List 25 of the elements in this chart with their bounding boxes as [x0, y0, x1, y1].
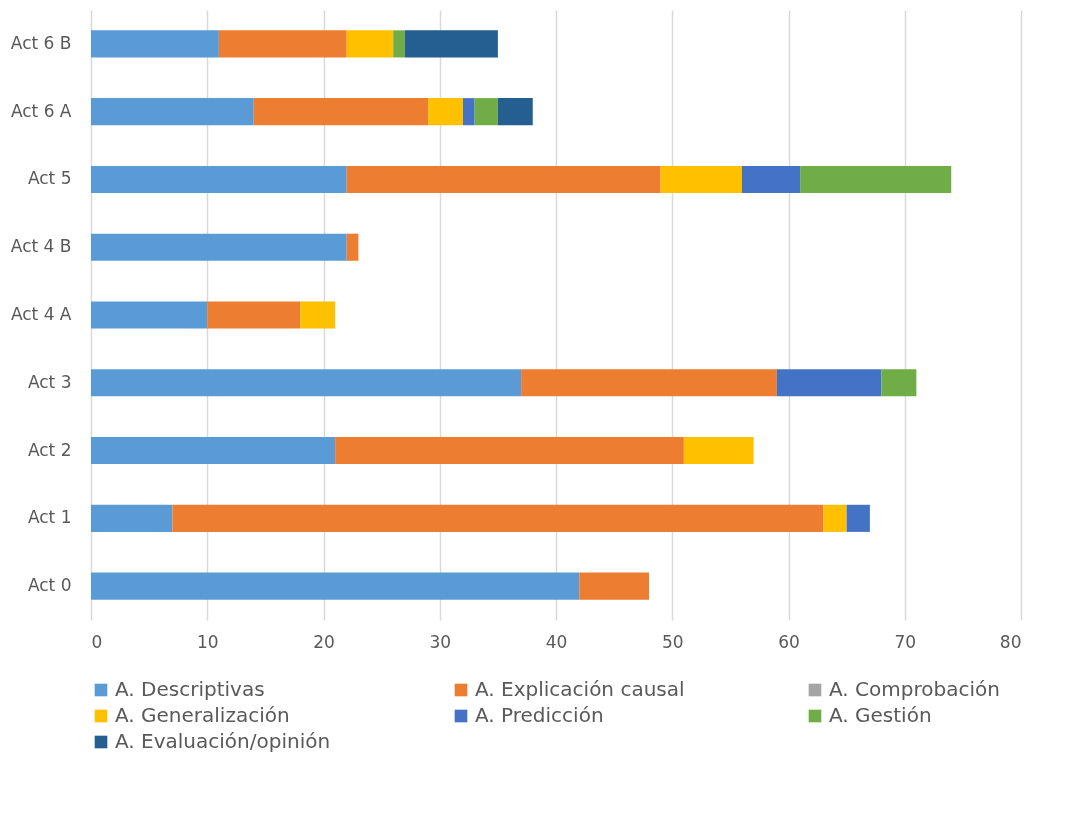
x-tick-label: 40: [545, 631, 568, 652]
y-tick-label: Act 4 A: [10, 304, 72, 324]
x-tick-label: 60: [778, 631, 800, 652]
y-tick-label: Act 6 A: [10, 100, 72, 121]
x-tick-label: 30: [429, 631, 452, 652]
legend-label: A. Generalización: [115, 703, 290, 727]
x-tick-label: 20: [313, 631, 335, 652]
legend-label: A. Comprobación: [829, 677, 1000, 701]
y-tick-label: Act 3: [27, 371, 72, 392]
y-tick-label: Act 1: [27, 507, 72, 528]
y-tick-label: Act 0: [27, 575, 72, 596]
y-tick-label: Act 5: [27, 168, 72, 189]
x-tick-label: 0: [91, 631, 103, 652]
y-tick-label: Act 4 B: [10, 236, 72, 257]
legend-label: A. Evaluación/opinión: [115, 729, 331, 753]
legend-label: A. Descriptivas: [115, 677, 265, 701]
legend-label: A. Explicación causal: [475, 677, 685, 701]
x-tick-label: 50: [661, 631, 684, 652]
x-tick-label: 70: [894, 631, 917, 652]
y-tick-label: Act 6 B: [10, 32, 72, 53]
y-tick-label: Act 2: [27, 439, 72, 460]
legend-label: A. Gestión: [829, 703, 932, 727]
x-tick-label: 10: [196, 631, 219, 652]
legend-label: A. Predicción: [475, 703, 604, 727]
x-tick-label: 80: [999, 631, 1022, 652]
